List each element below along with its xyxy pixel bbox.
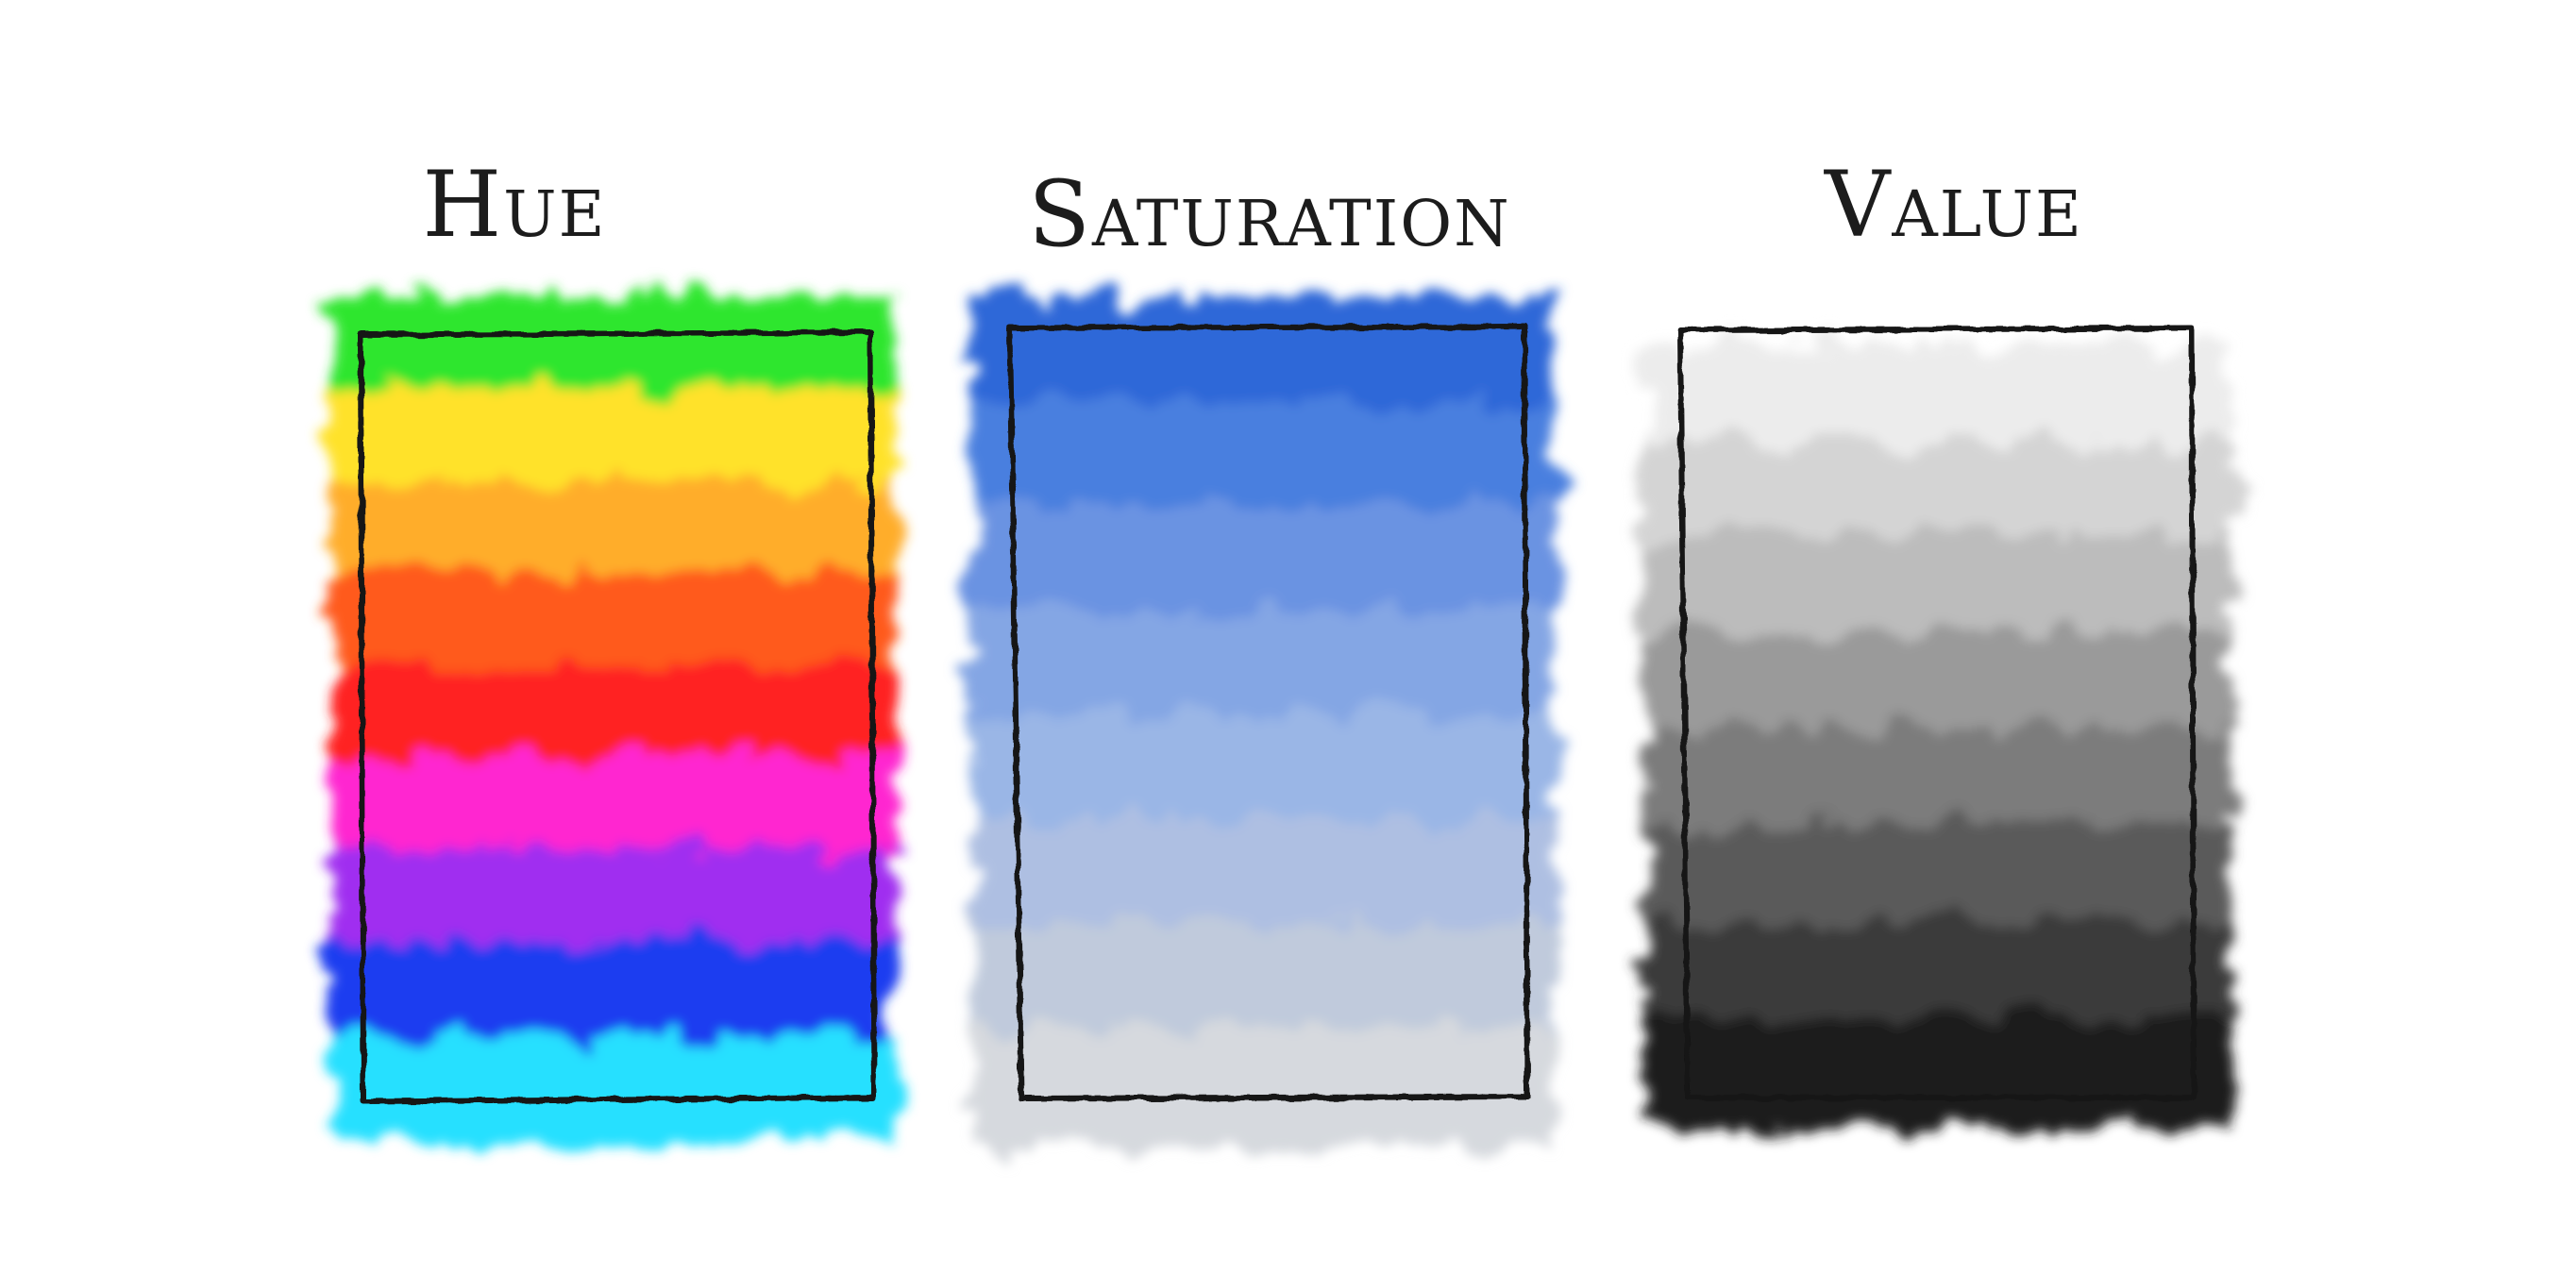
saturation-stripe — [972, 1027, 1557, 1147]
hue-stripe — [330, 296, 897, 404]
value-stripe — [1642, 1016, 2232, 1128]
saturation-stripe — [972, 713, 1557, 834]
value-title: Value — [1824, 152, 2083, 258]
hue-swatch — [330, 296, 897, 1142]
saturation-swatch — [972, 296, 1557, 1147]
saturation-stripe — [972, 505, 1557, 625]
value-swatch — [1642, 344, 2232, 1128]
hue-stripe — [330, 480, 897, 589]
hue-stripe — [330, 573, 897, 681]
value-stripe — [1642, 920, 2232, 1032]
saturation-stripe — [972, 296, 1557, 416]
value-stripe — [1642, 535, 2232, 647]
hue-panel: Hue — [330, 152, 897, 1142]
saturation-title: Saturation — [1028, 161, 1511, 267]
hue-frame — [358, 329, 877, 1104]
hue-stripe — [330, 942, 897, 1050]
value-stripe — [1642, 824, 2232, 936]
value-panel: Value — [1642, 152, 2232, 1128]
value-stripe — [1642, 728, 2232, 840]
saturation-stripe — [972, 609, 1557, 729]
hue-stripe — [330, 1034, 897, 1142]
hue-stripe — [330, 388, 897, 496]
saturation-panel: Saturation — [972, 161, 1557, 1147]
value-stripe — [1642, 344, 2232, 455]
saturation-stripe — [972, 922, 1557, 1043]
value-frame — [1677, 326, 2197, 1100]
hue-stripe — [330, 665, 897, 773]
saturation-stripe — [972, 818, 1557, 938]
hue-stripe — [330, 849, 897, 958]
saturation-stripe — [972, 400, 1557, 521]
hue-stripe — [330, 757, 897, 865]
saturation-frame — [1007, 324, 1530, 1101]
hue-title: Hue — [422, 152, 606, 258]
value-stripe — [1642, 631, 2232, 744]
value-stripe — [1642, 439, 2232, 551]
